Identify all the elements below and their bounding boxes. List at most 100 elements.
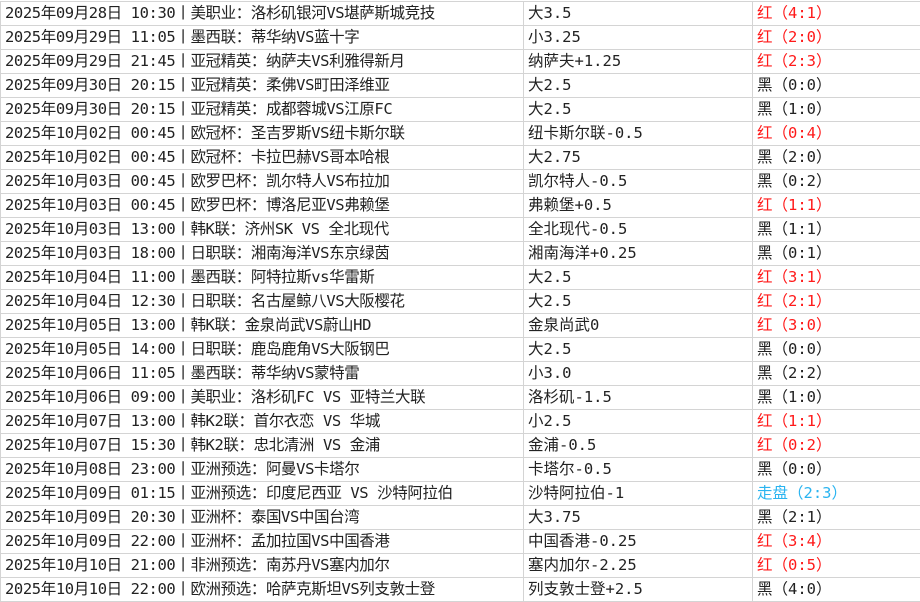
match-cell[interactable]: 2025年10月10日 22:00丨欧洲预选：哈萨克斯坦VS列支敦士登 — [1, 578, 524, 602]
result-cell[interactable]: 黑（1:0） — [753, 98, 920, 122]
pick-cell[interactable]: 大2.5 — [524, 74, 753, 98]
result-cell[interactable]: 红（3:4） — [753, 530, 920, 554]
result-cell[interactable]: 红（2:1） — [753, 290, 920, 314]
result-cell[interactable]: 红（3:0） — [753, 314, 920, 338]
result-cell[interactable]: 黑（1:1） — [753, 218, 920, 242]
match-cell[interactable]: 2025年10月03日 13:00丨韩K联：济州SK VS 全北现代 — [1, 218, 524, 242]
pick-cell[interactable]: 大2.5 — [524, 338, 753, 362]
result-cell[interactable]: 红（1:1） — [753, 410, 920, 434]
result-cell[interactable]: 黑（2:1） — [753, 506, 920, 530]
result-cell[interactable]: 红（0:4） — [753, 122, 920, 146]
table-row: 2025年10月10日 21:00丨非洲预选：南苏丹VS塞内加尔塞内加尔-2.2… — [1, 554, 920, 578]
result-cell[interactable]: 红（0:2） — [753, 434, 920, 458]
pick-cell[interactable]: 凯尔特人-0.5 — [524, 170, 753, 194]
pick-cell[interactable]: 大2.5 — [524, 290, 753, 314]
match-cell[interactable]: 2025年10月07日 13:00丨韩K2联：首尔衣恋 VS 华城 — [1, 410, 524, 434]
pick-cell[interactable]: 列支敦士登+2.5 — [524, 578, 753, 602]
pick-cell[interactable]: 全北现代-0.5 — [524, 218, 753, 242]
match-cell[interactable]: 2025年10月04日 12:30丨日职联：名古屋鲸八VS大阪樱花 — [1, 290, 524, 314]
match-cell[interactable]: 2025年10月08日 23:00丨亚洲预选：阿曼VS卡塔尔 — [1, 458, 524, 482]
match-cell[interactable]: 2025年10月04日 11:00丨墨西联：阿特拉斯vs华雷斯 — [1, 266, 524, 290]
pick-cell[interactable]: 塞内加尔-2.25 — [524, 554, 753, 578]
result-cell[interactable]: 黑（0:1） — [753, 242, 920, 266]
table-row: 2025年10月03日 18:00丨日职联：湘南海洋VS东京绿茵湘南海洋+0.2… — [1, 242, 920, 266]
match-cell[interactable]: 2025年09月29日 11:05丨墨西联：蒂华纳VS蓝十字 — [1, 26, 524, 50]
pick-cell[interactable]: 沙特阿拉伯-1 — [524, 482, 753, 506]
result-cell[interactable]: 黑（2:2） — [753, 362, 920, 386]
pick-cell[interactable]: 大3.5 — [524, 2, 753, 26]
pick-cell[interactable]: 小3.0 — [524, 362, 753, 386]
pick-cell[interactable]: 洛杉矶-1.5 — [524, 386, 753, 410]
match-cell[interactable]: 2025年10月02日 00:45丨欧冠杯：卡拉巴赫VS哥本哈根 — [1, 146, 524, 170]
match-cell[interactable]: 2025年10月09日 22:00丨亚洲杯：孟加拉国VS中国香港 — [1, 530, 524, 554]
result-cell[interactable]: 黑（0:0） — [753, 338, 920, 362]
pick-cell[interactable]: 大2.75 — [524, 146, 753, 170]
table-row: 2025年10月06日 09:00丨美职业：洛杉矶FC VS 亚特兰大联洛杉矶-… — [1, 386, 920, 410]
pick-cell[interactable]: 纳萨夫+1.25 — [524, 50, 753, 74]
match-cell[interactable]: 2025年10月03日 18:00丨日职联：湘南海洋VS东京绿茵 — [1, 242, 524, 266]
pick-cell[interactable]: 金浦-0.5 — [524, 434, 753, 458]
result-cell[interactable]: 黑（0:2） — [753, 170, 920, 194]
result-cell[interactable]: 红（0:5） — [753, 554, 920, 578]
match-cell[interactable]: 2025年09月30日 20:15丨亚冠精英：成都蓉城VS江原FC — [1, 98, 524, 122]
result-cell[interactable]: 红（2:0） — [753, 26, 920, 50]
result-cell[interactable]: 黑（1:0） — [753, 386, 920, 410]
pick-cell[interactable]: 中国香港-0.25 — [524, 530, 753, 554]
table-row: 2025年10月03日 13:00丨韩K联：济州SK VS 全北现代全北现代-0… — [1, 218, 920, 242]
match-cell[interactable]: 2025年10月09日 20:30丨亚洲杯：泰国VS中国台湾 — [1, 506, 524, 530]
match-cell[interactable]: 2025年09月28日 10:30丨美职业：洛杉矶银河VS堪萨斯城竞技 — [1, 2, 524, 26]
table-row: 2025年10月02日 00:45丨欧冠杯：圣吉罗斯VS纽卡斯尔联纽卡斯尔联-0… — [1, 122, 920, 146]
match-cell[interactable]: 2025年09月30日 20:15丨亚冠精英：柔佛VS町田泽维亚 — [1, 74, 524, 98]
pick-cell[interactable]: 大3.75 — [524, 506, 753, 530]
table-row: 2025年10月10日 22:00丨欧洲预选：哈萨克斯坦VS列支敦士登列支敦士登… — [1, 578, 920, 602]
result-cell[interactable]: 红（4:1） — [753, 2, 920, 26]
match-cell[interactable]: 2025年10月05日 13:00丨韩K联：金泉尚武VS蔚山HD — [1, 314, 524, 338]
pick-cell[interactable]: 小2.5 — [524, 410, 753, 434]
result-cell[interactable]: 红（1:1） — [753, 194, 920, 218]
match-cell[interactable]: 2025年10月03日 00:45丨欧罗巴杯：凯尔特人VS布拉加 — [1, 170, 524, 194]
pick-cell[interactable]: 弗赖堡+0.5 — [524, 194, 753, 218]
match-cell[interactable]: 2025年10月09日 01:15丨亚洲预选：印度尼西亚 VS 沙特阿拉伯 — [1, 482, 524, 506]
result-cell[interactable]: 红（3:1） — [753, 266, 920, 290]
table-row: 2025年10月09日 01:15丨亚洲预选：印度尼西亚 VS 沙特阿拉伯沙特阿… — [1, 482, 920, 506]
result-cell[interactable]: 黑（4:0） — [753, 578, 920, 602]
result-cell[interactable]: 黑（0:0） — [753, 458, 920, 482]
table-row: 2025年09月29日 21:45丨亚冠精英：纳萨夫VS利雅得新月纳萨夫+1.2… — [1, 50, 920, 74]
match-cell[interactable]: 2025年10月02日 00:45丨欧冠杯：圣吉罗斯VS纽卡斯尔联 — [1, 122, 524, 146]
match-cell[interactable]: 2025年10月10日 21:00丨非洲预选：南苏丹VS塞内加尔 — [1, 554, 524, 578]
pick-cell[interactable]: 小3.25 — [524, 26, 753, 50]
pick-cell[interactable]: 金泉尚武0 — [524, 314, 753, 338]
match-cell[interactable]: 2025年10月03日 00:45丨欧罗巴杯：博洛尼亚VS弗赖堡 — [1, 194, 524, 218]
result-cell[interactable]: 红（2:3） — [753, 50, 920, 74]
match-cell[interactable]: 2025年10月06日 11:05丨墨西联：蒂华纳VS蒙特雷 — [1, 362, 524, 386]
match-cell[interactable]: 2025年09月29日 21:45丨亚冠精英：纳萨夫VS利雅得新月 — [1, 50, 524, 74]
result-cell[interactable]: 走盘（2:3） — [753, 482, 920, 506]
pick-cell[interactable]: 大2.5 — [524, 98, 753, 122]
result-cell[interactable]: 黑（0:0） — [753, 74, 920, 98]
pick-cell[interactable]: 大2.5 — [524, 266, 753, 290]
pick-cell[interactable]: 卡塔尔-0.5 — [524, 458, 753, 482]
match-cell[interactable]: 2025年10月06日 09:00丨美职业：洛杉矶FC VS 亚特兰大联 — [1, 386, 524, 410]
match-cell[interactable]: 2025年10月07日 15:30丨韩K2联：忠北清洲 VS 金浦 — [1, 434, 524, 458]
table-row: 2025年10月09日 22:00丨亚洲杯：孟加拉国VS中国香港中国香港-0.2… — [1, 530, 920, 554]
pick-cell[interactable]: 湘南海洋+0.25 — [524, 242, 753, 266]
pick-cell[interactable]: 纽卡斯尔联-0.5 — [524, 122, 753, 146]
match-cell[interactable]: 2025年10月05日 14:00丨日职联：鹿岛鹿角VS大阪钢巴 — [1, 338, 524, 362]
result-cell[interactable]: 黑（2:0） — [753, 146, 920, 170]
